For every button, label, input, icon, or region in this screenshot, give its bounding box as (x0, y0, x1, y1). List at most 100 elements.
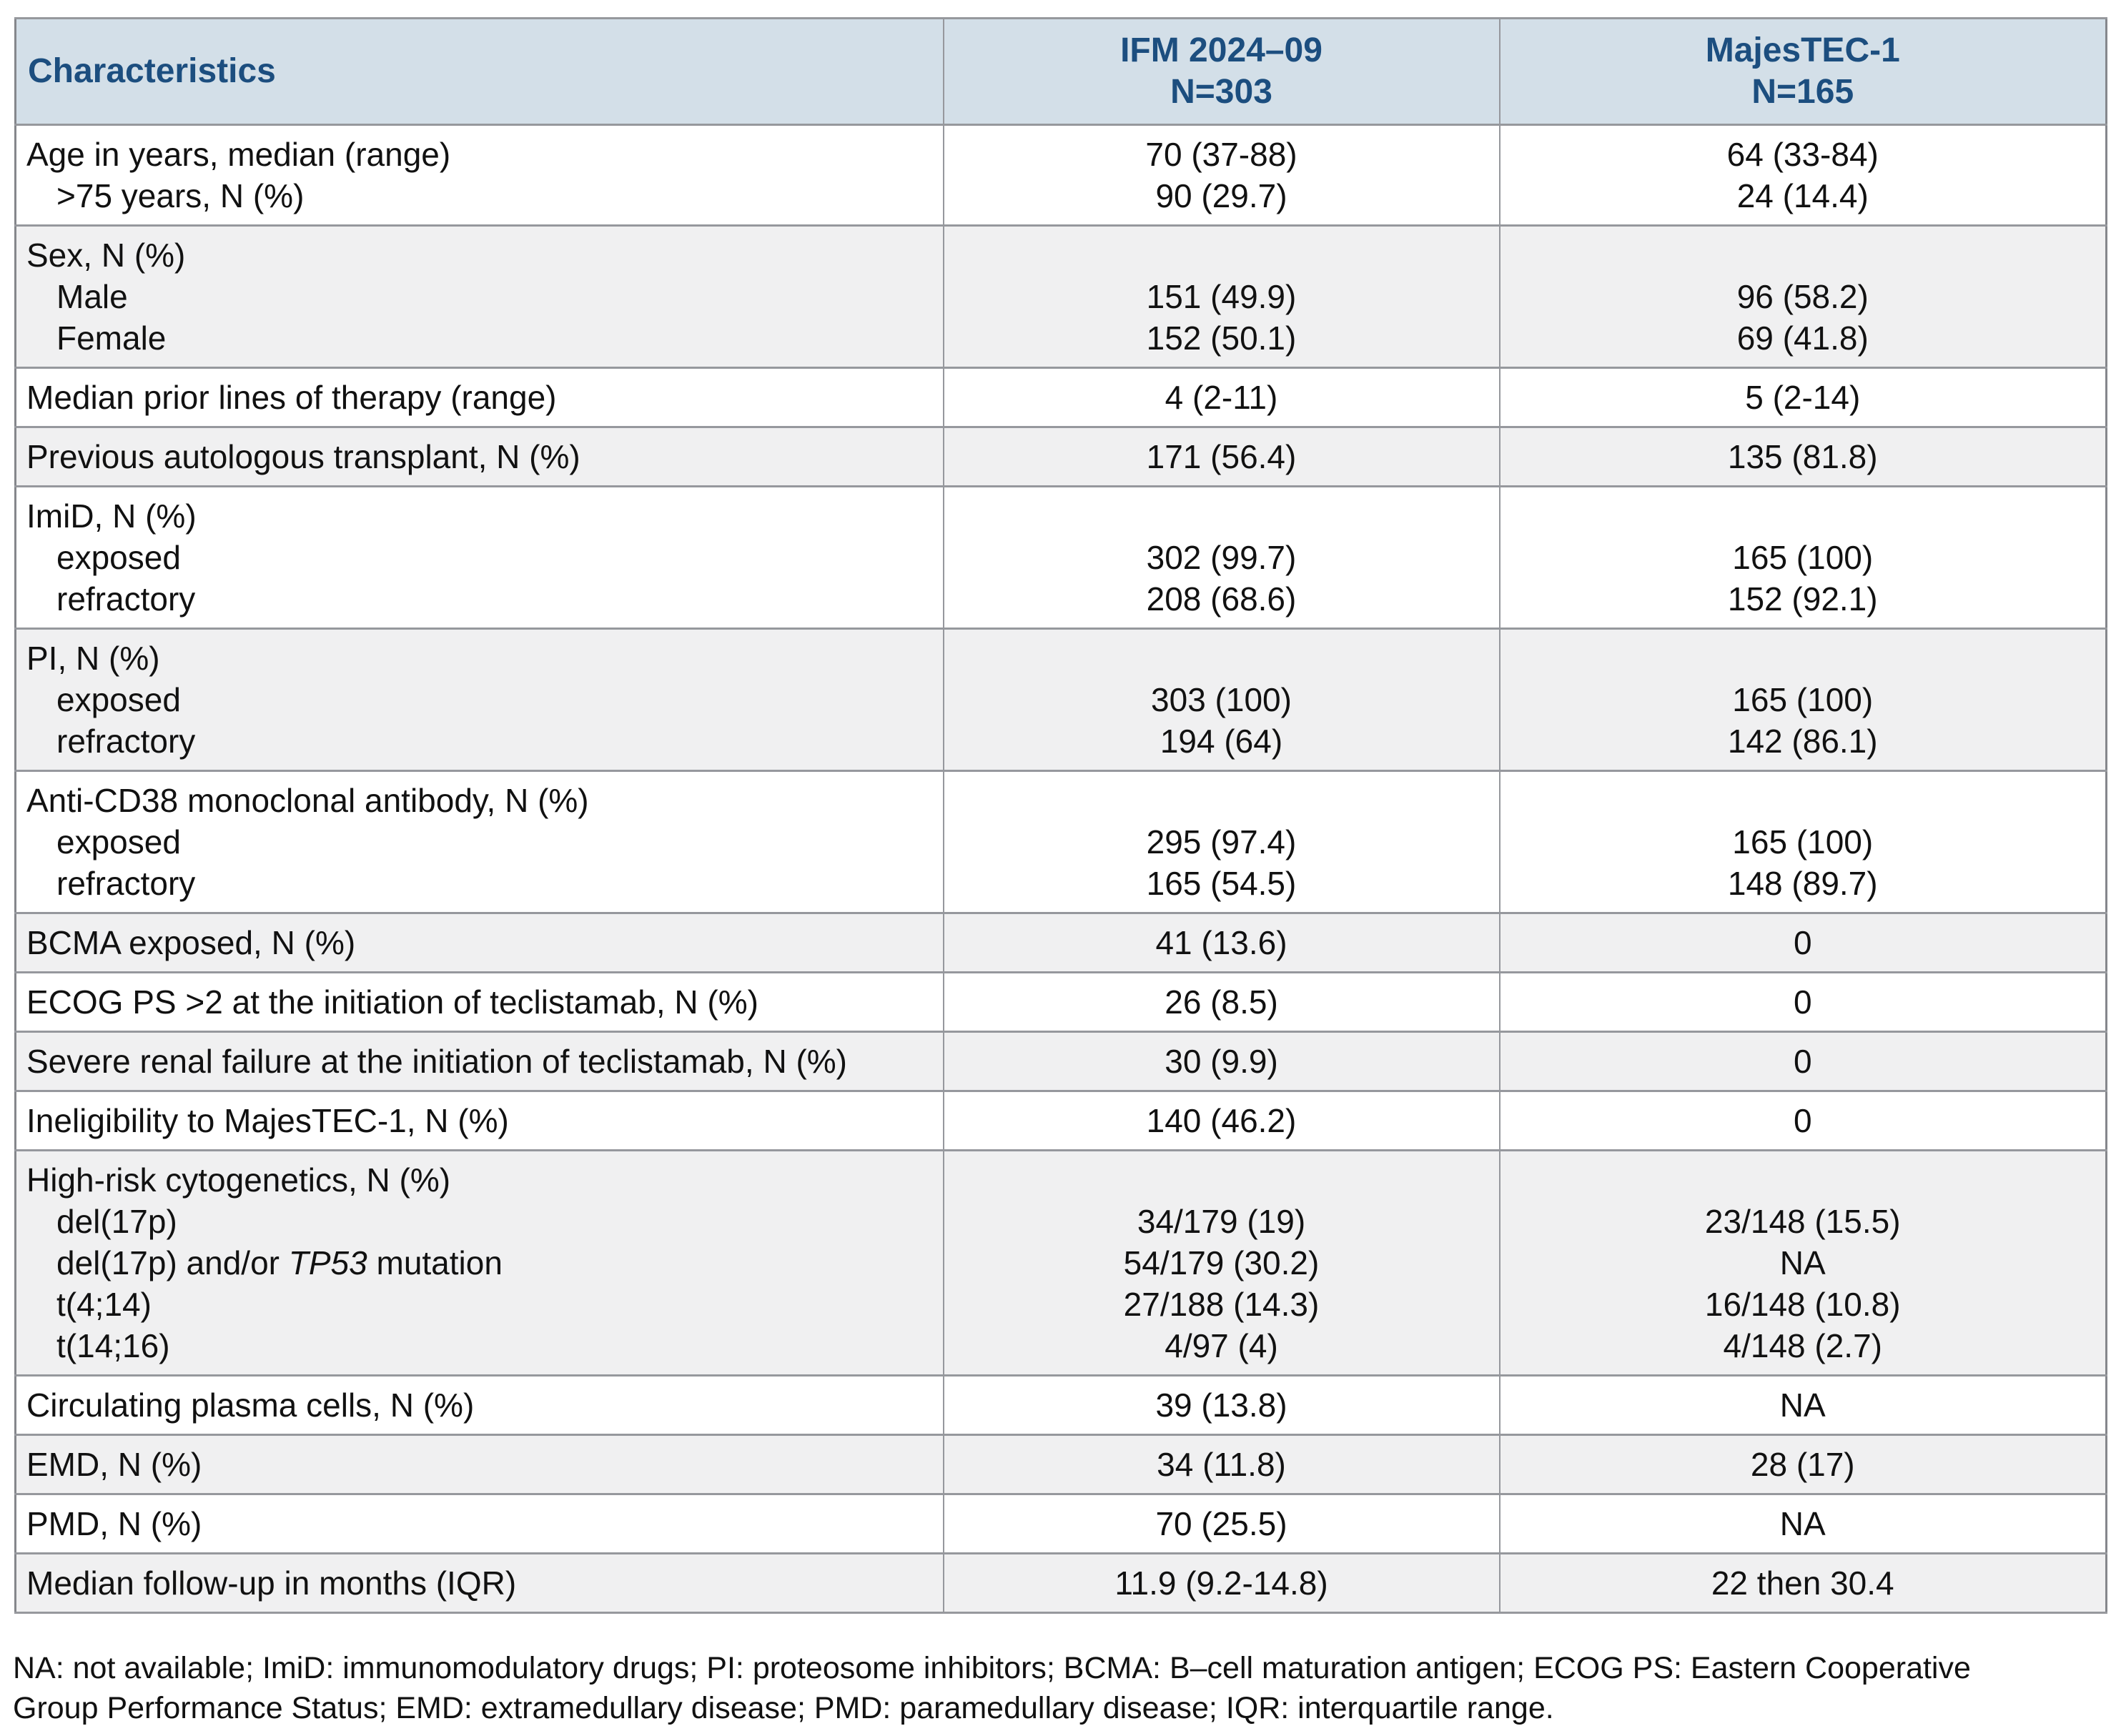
table-row: Median prior lines of therapy (range) 4 (… (14, 367, 2107, 428)
table-row: BCMA exposed, N (%) 41 (13.6) 0 (14, 912, 2107, 973)
ifm-value-cell: 140 (46.2) (942, 1090, 1501, 1151)
value-line: 90 (29.7) (1155, 177, 1287, 214)
value-line: NA (1779, 1244, 1826, 1281)
header-row: Characteristics IFM 2024–09 N=303 MajesT… (14, 17, 2107, 126)
ifm-value-cell: 70 (25.5) (942, 1493, 1501, 1554)
value-line: 0 (1793, 983, 1812, 1021)
characteristic-cell: ECOG PS >2 at the initiation of teclista… (14, 971, 944, 1033)
row-label-line: ImiD, N (%) (26, 497, 197, 535)
row-label-line: refractory (56, 865, 196, 902)
value-line: 34 (11.8) (1157, 1446, 1286, 1483)
table-row: High-risk cytogenetics, N (%) del(17p) del… (14, 1149, 2107, 1377)
value-line: 152 (50.1) (1146, 319, 1297, 357)
value-line (1501, 1159, 2106, 1201)
table-row: PI, N (%) exposed refractory 303 (100) 194 … (14, 628, 2107, 772)
value-line (944, 495, 1499, 537)
value-line: 70 (25.5) (1155, 1505, 1287, 1542)
row-label-line: PI, N (%) (26, 640, 160, 677)
value-line: 165 (54.5) (1146, 865, 1297, 902)
table-row: Anti-CD38 monoclonal antibody, N (%) expo… (14, 770, 2107, 914)
majestec-value-cell: 165 (100) 142 (86.1) (1498, 628, 2107, 772)
value-line: 302 (99.7) (1146, 539, 1297, 576)
value-line: 30 (9.9) (1165, 1043, 1278, 1080)
majestec-value-cell: 23/148 (15.5) NA 16/148 (10.8) 4/148 (2.7) (1498, 1149, 2107, 1377)
row-label-line: Median prior lines of therapy (range) (26, 379, 557, 416)
characteristic-cell: Previous autologous transplant, N (%) (14, 426, 944, 487)
table-row: Circulating plasma cells, N (%) 39 (13.8)… (14, 1374, 2107, 1436)
value-line: 26 (8.5) (1165, 983, 1278, 1021)
row-label-line: exposed (56, 539, 181, 576)
header-majestec-study-name: MajesTEC-1 (1705, 31, 1900, 69)
majestec-value-cell: 22 then 30.4 (1498, 1552, 2107, 1614)
row-label-line: Anti-CD38 monoclonal antibody, N (%) (26, 782, 589, 819)
value-line (1501, 780, 2106, 821)
characteristic-cell: Ineligibility to MajesTEC-1, N (%) (14, 1090, 944, 1151)
table-row: Severe renal failure at the initiation o… (14, 1031, 2107, 1092)
majestec-value-cell: 0 (1498, 1031, 2107, 1092)
ifm-value-cell: 171 (56.4) (942, 426, 1501, 487)
footnote-line-1: NA: not available; ImiD: immunomodulator… (13, 1651, 1971, 1685)
characteristic-cell: EMD, N (%) (14, 1434, 944, 1495)
value-line: 135 (81.8) (1727, 438, 1878, 475)
ifm-value-cell: 295 (97.4) 165 (54.5) (942, 770, 1501, 914)
value-line: 22 then 30.4 (1711, 1564, 1894, 1602)
ifm-value-cell: 39 (13.8) (942, 1374, 1501, 1436)
value-line (1501, 495, 2106, 537)
value-line: 16/148 (10.8) (1704, 1286, 1901, 1323)
characteristic-cell: High-risk cytogenetics, N (%) del(17p) del… (14, 1149, 944, 1377)
characteristic-cell: BCMA exposed, N (%) (14, 912, 944, 973)
majestec-value-cell: NA (1498, 1374, 2107, 1436)
ifm-value-cell: 151 (49.9) 152 (50.1) (942, 224, 1501, 369)
characteristic-cell: Age in years, median (range) >75 years, N… (14, 124, 944, 227)
characteristic-cell: Severe renal failure at the initiation o… (14, 1031, 944, 1092)
ifm-value-cell: 34/179 (19) 54/179 (30.2) 27/188 (14.3) 4/9… (942, 1149, 1501, 1377)
row-label-line: refractory (56, 580, 196, 617)
row-label-line: Sex, N (%) (26, 237, 186, 274)
row-label-line: Age in years, median (range) (26, 136, 451, 173)
value-line: 41 (13.6) (1155, 924, 1287, 961)
value-line: 0 (1793, 1043, 1812, 1080)
row-label-line: High-risk cytogenetics, N (%) (26, 1161, 451, 1199)
value-line: 34/179 (19) (1137, 1203, 1306, 1240)
footnote: NA: not available; ImiD: immunomodulator… (13, 1648, 2107, 1728)
value-line: 96 (58.2) (1736, 278, 1869, 315)
value-line: 208 (68.6) (1146, 580, 1297, 617)
value-line: 142 (86.1) (1727, 723, 1878, 760)
value-line: 194 (64) (1160, 723, 1283, 760)
value-line: 11.9 (9.2-14.8) (1114, 1564, 1328, 1602)
ifm-value-cell: 11.9 (9.2-14.8) (942, 1552, 1501, 1614)
table-row: ECOG PS >2 at the initiation of teclista… (14, 971, 2107, 1033)
characteristic-cell: Circulating plasma cells, N (%) (14, 1374, 944, 1436)
ifm-value-cell: 303 (100) 194 (64) (942, 628, 1501, 772)
value-line: 140 (46.2) (1146, 1102, 1297, 1139)
header-ifm-n: N=303 (1170, 73, 1272, 111)
value-line: 148 (89.7) (1727, 865, 1878, 902)
characteristic-cell: Anti-CD38 monoclonal antibody, N (%) expo… (14, 770, 944, 914)
value-line: 165 (100) (1732, 823, 1874, 860)
row-label-line: del(17p) (56, 1203, 177, 1240)
ifm-value-cell: 302 (99.7) 208 (68.6) (942, 485, 1501, 630)
value-line: 151 (49.9) (1146, 278, 1297, 315)
value-line: NA (1779, 1505, 1826, 1542)
row-label-line: EMD, N (%) (26, 1446, 202, 1483)
value-line: 4/97 (4) (1165, 1327, 1278, 1364)
row-label-line: exposed (56, 681, 181, 718)
ifm-value-cell: 26 (8.5) (942, 971, 1501, 1033)
ifm-value-cell: 4 (2-11) (942, 367, 1501, 428)
value-line: 27/188 (14.3) (1123, 1286, 1320, 1323)
row-label-line: t(4;14) (56, 1286, 152, 1323)
header-ifm-study-name: IFM 2024–09 (1120, 31, 1322, 69)
value-line (1501, 234, 2106, 276)
header-majestec-n: N=165 (1751, 73, 1854, 111)
value-line: 39 (13.8) (1155, 1387, 1287, 1424)
value-line: 0 (1793, 1102, 1812, 1139)
ifm-value-cell: 34 (11.8) (942, 1434, 1501, 1495)
value-line: 303 (100) (1151, 681, 1292, 718)
majestec-value-cell: 96 (58.2) 69 (41.8) (1498, 224, 2107, 369)
characteristic-cell: PMD, N (%) (14, 1493, 944, 1554)
header-characteristics: Characteristics (14, 17, 944, 126)
table-row: Median follow-up in months (IQR) 11.9 (9.… (14, 1552, 2107, 1614)
value-line: 69 (41.8) (1736, 319, 1869, 357)
majestec-value-cell: 135 (81.8) (1498, 426, 2107, 487)
majestec-value-cell: 28 (17) (1498, 1434, 2107, 1495)
